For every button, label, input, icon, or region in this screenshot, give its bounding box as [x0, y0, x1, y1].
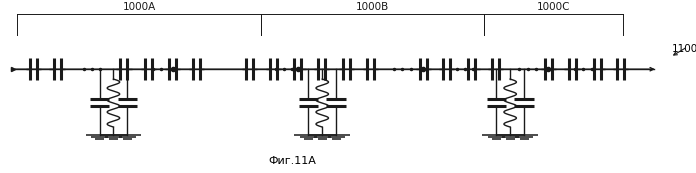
- Text: 1000В: 1000В: [356, 2, 389, 12]
- Text: Фиг.11А: Фиг.11А: [269, 156, 316, 166]
- Text: 1000А: 1000А: [122, 2, 156, 12]
- Text: 1100: 1100: [672, 44, 696, 54]
- Text: 1000С: 1000С: [537, 2, 570, 12]
